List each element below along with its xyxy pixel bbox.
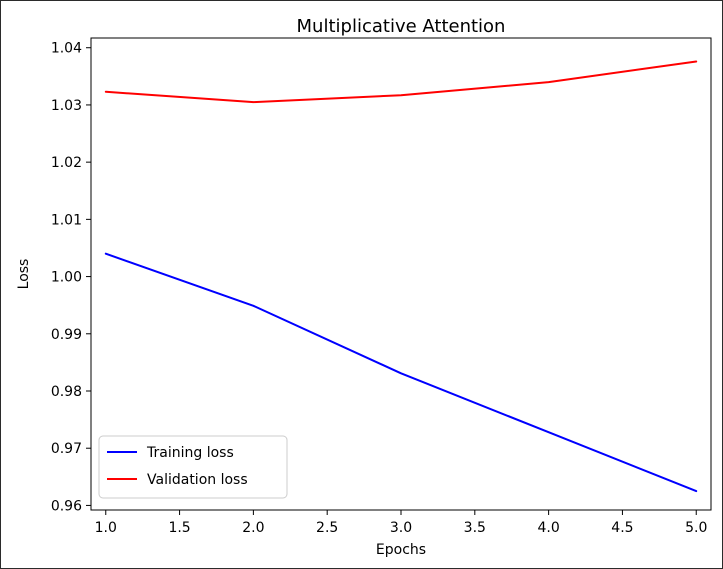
y-tick-label: 1.00 [51,270,82,286]
legend-label-training-loss: Training loss [146,445,234,461]
x-axis: 1.0 1.5 2.0 2.5 3.0 3.5 4.0 4.5 5.0 [95,510,707,536]
x-tick-label: 3.0 [390,520,412,536]
x-tick-label: 2.0 [242,520,264,536]
x-tick-label: 1.0 [95,520,117,536]
y-tick-label: 0.96 [51,498,82,514]
validation-loss-line [104,60,698,104]
legend-box [98,435,288,499]
y-tick-label: 1.01 [51,212,82,228]
y-tick-label: 0.97 [51,441,82,457]
y-tick-label: 1.03 [51,98,82,114]
x-tick-label: 4.5 [611,520,633,536]
x-tick-label: 5.0 [685,520,707,536]
x-tick-label: 4.0 [537,520,559,536]
x-tick-label: 3.5 [464,520,486,536]
chart-title: Multiplicative Attention [297,16,506,37]
y-tick-label: 0.98 [51,384,82,400]
y-tick-label: 1.02 [51,155,82,171]
x-tick-label: 2.5 [316,520,338,536]
training-loss-line [104,252,698,493]
legend: Training loss Validation loss [98,435,288,499]
x-axis-label: Epochs [376,542,426,558]
series-layer [104,60,698,493]
y-axis-label: Loss [16,259,32,290]
y-tick-label: 0.99 [51,327,82,343]
y-axis: 0.96 0.97 0.98 0.99 1.00 1.01 1.02 1.03 1.04 [51,41,91,514]
x-tick-label: 1.5 [168,520,190,536]
y-tick-label: 1.04 [51,41,82,57]
legend-label-validation-loss: Validation loss [147,472,248,488]
